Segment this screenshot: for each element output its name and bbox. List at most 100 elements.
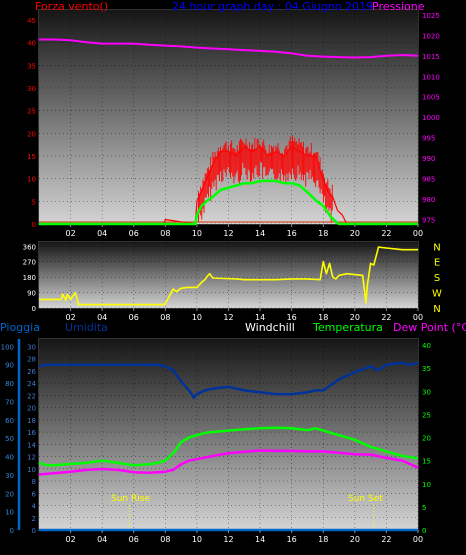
wind-y-tick-label: 45 [27,17,36,25]
wind-y-tick-label: 35 [27,62,36,70]
wind-x-tick-label: 22 [381,229,391,238]
humidity-y-tick-label: 20 [27,405,36,413]
humidity-y-tick-label: 4 [32,503,37,511]
wind-direction-line [39,246,418,306]
humidity-y-tick-label: 28 [27,356,36,364]
temperature-y-tick-label: 25 [422,411,431,419]
temperature-y-tick-label: 40 [422,342,431,350]
wind-x-tick-label: 00 [413,229,423,238]
pressure-y-tick-label: 980 [422,196,435,204]
climate-x-tick-label: 06 [129,535,139,544]
pressure-line [39,38,419,59]
wind-x-tick-label: 02 [65,229,75,238]
wind-x-tick-label: 20 [350,229,360,238]
legend-umidita: Umidita [65,321,108,334]
legend-windchill: Windchill [245,321,295,334]
climate-x-tick-label: 08 [160,535,170,544]
rain-y-tick-label: 40 [5,454,14,462]
wind-x-tick-label: 18 [318,229,328,238]
wind-x-tick-label: 16 [287,229,297,238]
legend-pioggia: Pioggia [0,321,40,334]
wind-y-tick-label: 20 [27,130,36,138]
temperature-y-tick-label: 5 [422,504,426,512]
climate-x-tick-label: 00 [413,535,423,544]
direction-x-tick-label: 16 [287,313,297,322]
rain-y-tick-label: 50 [5,435,14,443]
wind-speed-line [39,179,418,226]
direction-x-tick-label: 06 [129,313,139,322]
direction-x-tick-label: 20 [350,313,360,322]
wind-axis-title: Forza vento() [35,0,108,13]
wind-x-tick-label: 06 [129,229,139,238]
compass-label: W [432,289,442,300]
pressure-y-tick-label: 1005 [422,94,440,102]
compass-label: N [433,242,440,253]
humidity-y-tick-label: 30 [27,343,36,351]
direction-y-tick-label: 360 [23,243,36,251]
rain-y-tick-label: 100 [1,343,14,351]
humidity-y-tick-label: 8 [32,478,36,486]
sunset-label: Sun Set [348,494,383,504]
temperature-line [38,426,419,467]
direction-y-tick-label: 0 [32,305,36,313]
axes-layer: 02 04 06 08 10 12 14 16 18 20 22 000510152025303540… [1,12,442,544]
rain-y-tick-label: 10 [5,509,14,517]
pressure-y-tick-label: 990 [422,155,435,163]
pressure-y-tick-label: 1000 [422,114,440,122]
climate-x-tick-label: 12 [223,535,233,544]
compass-label: E [434,258,440,269]
wind-x-tick-label: 04 [97,229,107,238]
direction-x-tick-label: 04 [97,313,107,322]
pressure-y-tick-label: 1020 [422,32,440,40]
temperature-y-tick-label: 10 [422,481,431,489]
sunrise-label: Sun Rise [111,494,150,504]
wind-x-tick-label: 12 [223,229,233,238]
climate-x-tick-label: 22 [381,535,391,544]
temperature-y-tick-label: 35 [422,365,431,373]
humidity-y-tick-label: 24 [27,380,36,388]
wind-x-tick-label: 10 [192,229,202,238]
humidity-y-tick-label: 26 [27,368,36,376]
direction-y-tick-label: 180 [23,274,36,282]
rain-y-tick-label: 20 [5,490,14,498]
wind-y-tick-label: 0 [32,221,36,229]
rain-y-tick-label: 0 [10,527,14,535]
climate-x-tick-label: 20 [350,535,360,544]
wind-y-tick-label: 25 [27,108,36,116]
temperature-y-tick-label: 15 [422,458,431,466]
rain-y-tick-label: 70 [5,398,14,406]
compass-label: S [434,273,440,284]
direction-x-tick-label: 10 [192,313,202,322]
direction-x-tick-label: 22 [381,313,391,322]
direction-y-tick-label: 90 [27,290,36,298]
direction-x-tick-label: 12 [223,313,233,322]
wind-y-tick-label: 40 [27,40,36,48]
climate-x-tick-label: 18 [318,535,328,544]
humidity-y-tick-label: 18 [27,417,36,425]
climate-x-tick-label: 04 [97,535,107,544]
legend-temperatura: Temperatura [312,321,383,334]
humidity-y-tick-label: 6 [32,490,37,498]
direction-x-tick-label: 14 [255,313,265,322]
temperature-y-tick-label: 30 [422,388,431,396]
climate-x-tick-label: 14 [255,535,265,544]
temperature-y-tick-label: 0 [422,527,426,535]
climate-x-tick-label: 10 [192,535,202,544]
pressure-y-tick-label: 985 [422,176,435,184]
rain-y-tick-label: 30 [5,472,14,480]
climate-x-tick-label: 16 [287,535,297,544]
legend-dew-point: Dew Point (°C) [393,321,466,334]
pressure-y-tick-label: 1025 [422,12,440,20]
humidity-y-tick-label: 12 [27,454,36,462]
humidity-y-tick-label: 16 [27,429,36,437]
direction-x-tick-label: 18 [318,313,328,322]
humidity-y-tick-label: 2 [32,515,36,523]
wind-x-tick-label: 14 [255,229,265,238]
compass-label: N [433,304,440,315]
rain-y-tick-label: 90 [5,362,14,370]
direction-x-tick-label: 02 [65,313,75,322]
wind-y-tick-label: 15 [27,153,36,161]
wind-x-tick-label: 08 [160,229,170,238]
direction-y-tick-label: 270 [23,259,36,267]
